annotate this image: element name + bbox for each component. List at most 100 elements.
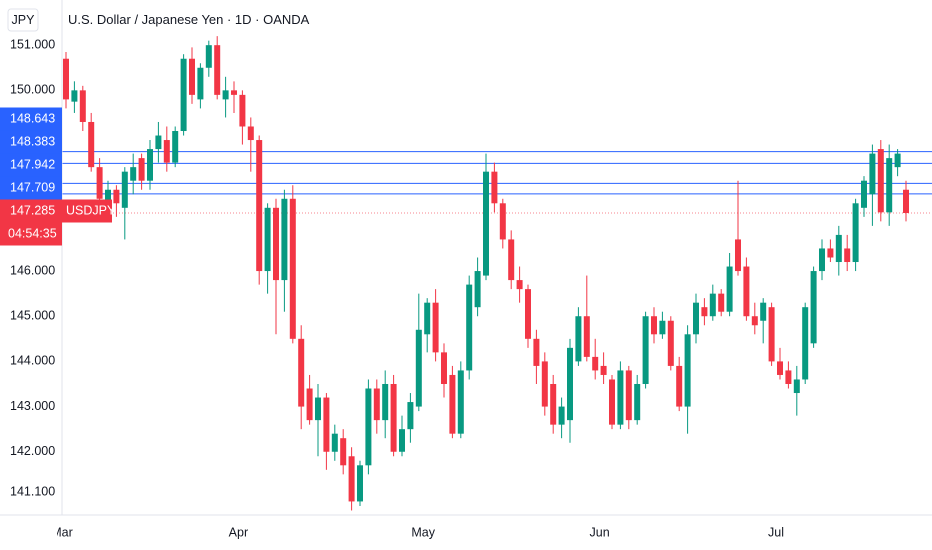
candle-body xyxy=(852,203,859,263)
candle-body xyxy=(844,248,851,263)
candle-body xyxy=(802,307,809,380)
candle-body xyxy=(483,171,489,276)
candle-body xyxy=(121,171,128,208)
candle-body xyxy=(474,271,481,308)
candle-body xyxy=(71,90,78,102)
candle-body xyxy=(785,370,792,384)
candle-body xyxy=(491,171,498,204)
candle-body xyxy=(676,365,683,407)
y-tick-label: 141.100 xyxy=(10,485,55,499)
candle-body xyxy=(424,302,431,335)
price-line-label: 148.643 xyxy=(10,111,55,125)
symbol-label: USDJPY xyxy=(66,203,116,217)
candle-body xyxy=(558,406,565,425)
candle-body xyxy=(432,302,439,353)
price-line-label: 148.383 xyxy=(10,134,55,148)
candle-body xyxy=(525,289,531,339)
candle-body xyxy=(130,167,137,181)
plot-area xyxy=(62,36,932,511)
candle-body xyxy=(541,361,548,407)
candle-body xyxy=(172,131,179,163)
x-tick-label: May xyxy=(411,525,435,539)
candle-body xyxy=(592,356,599,371)
last-price-label: 147.285 xyxy=(10,203,55,217)
candle-body xyxy=(760,302,767,321)
candle-body xyxy=(289,198,296,339)
y-tick-label: 146.000 xyxy=(10,263,55,277)
price-line-label: 147.942 xyxy=(10,157,55,171)
candle-body xyxy=(306,388,313,421)
candle-body xyxy=(138,158,145,181)
price-tags: 147.285 04:54:35 USDJPY 147.709 147.942 148.3… xyxy=(0,107,116,246)
y-axis: 151.000 150.000 146.000 145.000 144.000 143.0… xyxy=(10,37,55,498)
candle-body xyxy=(583,316,590,357)
candle-body xyxy=(407,402,414,430)
candle-body xyxy=(281,198,288,281)
candle-body xyxy=(96,167,103,199)
candle-body xyxy=(693,302,699,335)
candle-body xyxy=(222,90,229,100)
candle-body xyxy=(348,456,355,502)
candle-body xyxy=(768,307,775,362)
candle-body xyxy=(735,239,741,272)
chart-title: U.S. Dollar / Japanese Yen · 1D · OANDA xyxy=(68,12,310,27)
candle-body xyxy=(264,207,271,272)
candle-body xyxy=(903,189,909,214)
candle-body xyxy=(810,271,817,344)
y-tick-label: 150.000 xyxy=(10,83,55,97)
candle-body xyxy=(231,90,237,95)
currency-box[interactable] xyxy=(7,8,39,32)
price-line-box xyxy=(0,153,62,177)
candle-body xyxy=(449,374,456,434)
candle-body xyxy=(466,284,473,371)
candle-body xyxy=(777,361,783,375)
candle-body xyxy=(373,388,380,421)
x-tick-label: Mar xyxy=(51,525,73,539)
candle-body xyxy=(239,94,246,127)
candle-body xyxy=(667,320,674,366)
candle-body xyxy=(113,189,120,204)
candle-body xyxy=(550,383,557,425)
candle-body xyxy=(869,153,876,195)
candle-body xyxy=(793,379,800,394)
candle-body xyxy=(457,370,464,434)
price-line-box xyxy=(0,107,62,131)
candle-body xyxy=(659,320,666,335)
y-tick-label: 151.000 xyxy=(10,37,55,51)
y-tick-label: 145.000 xyxy=(10,309,55,323)
candle-body xyxy=(726,266,733,312)
candle-body xyxy=(256,140,263,272)
candle-body xyxy=(886,158,893,213)
x-tick-label: Jun xyxy=(590,525,610,539)
candle-body xyxy=(155,135,162,150)
candle-body xyxy=(441,352,447,384)
candle-body xyxy=(147,149,153,181)
candle-body xyxy=(63,58,69,100)
candle-body xyxy=(835,234,842,263)
candle-body xyxy=(357,465,363,502)
candle-body xyxy=(163,140,170,163)
price-line-box xyxy=(0,176,62,200)
price-line-box xyxy=(0,130,62,154)
y-tick-label: 142.000 xyxy=(10,444,55,458)
candle-body xyxy=(273,207,279,281)
currency: JPY xyxy=(12,13,36,27)
candle-body xyxy=(180,58,187,132)
candle-body xyxy=(399,429,405,452)
candle-body xyxy=(751,316,758,326)
candle-body xyxy=(382,383,389,421)
candle-body xyxy=(79,90,86,122)
candle-body xyxy=(499,203,506,240)
candle-body xyxy=(684,334,691,407)
candle-body xyxy=(205,45,212,68)
candle-body xyxy=(390,383,397,452)
candle-body xyxy=(701,307,708,317)
candle-body xyxy=(894,153,901,168)
candle-body xyxy=(567,347,573,421)
candle-body xyxy=(709,293,716,317)
candle-body xyxy=(415,329,422,407)
candle-body xyxy=(197,67,204,100)
candle-body xyxy=(214,45,221,95)
candle-body xyxy=(533,338,540,366)
